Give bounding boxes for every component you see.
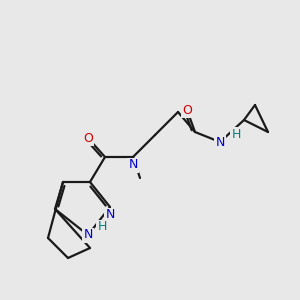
Text: N: N	[83, 229, 93, 242]
Text: O: O	[182, 103, 192, 116]
Text: N: N	[215, 136, 225, 148]
Text: O: O	[83, 131, 93, 145]
Text: N: N	[105, 208, 115, 221]
Text: N: N	[128, 158, 138, 172]
Text: H: H	[97, 220, 107, 233]
Text: H: H	[231, 128, 241, 140]
